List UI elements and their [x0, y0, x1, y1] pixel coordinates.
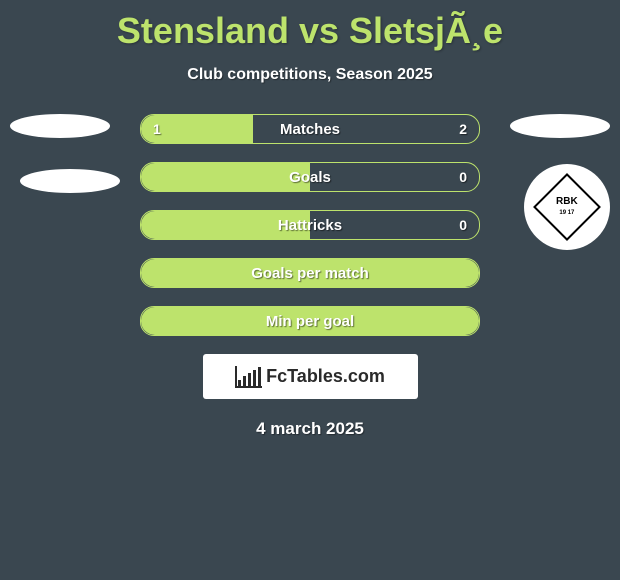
stat-bar-label: Hattricks — [141, 211, 479, 239]
stat-bar: Min per goal — [140, 306, 480, 336]
stat-bar-label: Goals — [141, 163, 479, 191]
stat-bar-label: Matches — [141, 115, 479, 143]
stat-bar: Goals per match — [140, 258, 480, 288]
date-text: 4 march 2025 — [0, 419, 620, 439]
stat-bar-label: Goals per match — [141, 259, 479, 287]
player-left-avatar-placeholder-2 — [20, 169, 120, 193]
player-left-avatar-placeholder-1 — [10, 114, 110, 138]
stat-bars: 1Matches2Goals0Hattricks0Goals per match… — [140, 114, 480, 336]
stat-bar: 1Matches2 — [140, 114, 480, 144]
player-right-avatar-placeholder — [510, 114, 610, 138]
comparison-content: RBK 19 17 1Matches2Goals0Hattricks0Goals… — [0, 114, 620, 439]
club-crest-shape: RBK 19 17 — [533, 173, 601, 241]
source-logo: FcTables.com — [203, 354, 418, 399]
source-logo-text: FcTables.com — [266, 366, 385, 387]
bar-chart-icon — [235, 366, 262, 388]
stat-bar-right-value: 0 — [459, 211, 467, 239]
stat-bar: Hattricks0 — [140, 210, 480, 240]
club-crest-text: RBK 19 17 — [556, 197, 578, 217]
page-title: Stensland vs SletsjÃ¸e — [0, 10, 620, 52]
stat-bar: Goals0 — [140, 162, 480, 192]
stat-bar-label: Min per goal — [141, 307, 479, 335]
subtitle: Club competitions, Season 2025 — [0, 66, 620, 84]
club-crest: RBK 19 17 — [524, 164, 610, 250]
stat-bar-right-value: 0 — [459, 163, 467, 191]
stat-bar-right-value: 2 — [459, 115, 467, 143]
